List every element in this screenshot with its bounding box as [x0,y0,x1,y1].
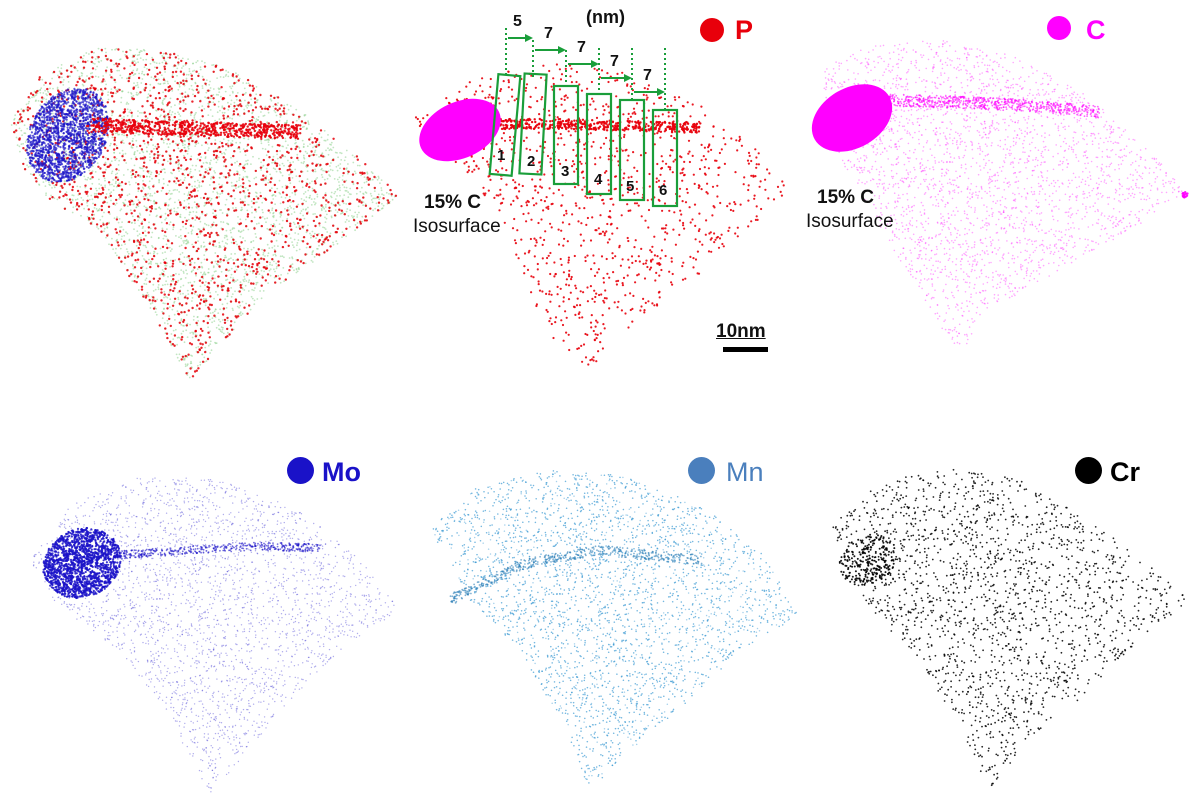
legend-label-cr: Cr [1110,459,1140,486]
cr-reconstruction [832,468,1185,787]
spacing-label-2: 7 [544,26,553,42]
legend-marker-c [1047,16,1071,40]
legend-marker-p [700,18,724,42]
box-label-6: 6 [659,183,667,198]
box-label-1: 1 [497,148,505,163]
legend-label-mo: Mo [322,459,361,486]
box-label-4: 4 [594,172,602,187]
c-reconstruction [811,40,1189,345]
isosurface-concentration-c: 15% C [817,188,874,207]
legend-label-mn: Mn [726,459,764,486]
analysis-box-1 [488,73,522,177]
spacing-label-3: 7 [577,40,586,56]
composition-profile-annotation [488,28,679,208]
isosurface-concentration-p: 15% C [424,193,481,212]
c-isosurface [811,84,893,152]
scale-bar-label: 10nm [716,322,766,341]
legend-label-c: C [1086,17,1106,44]
spacing-label-5: 7 [643,68,652,84]
isosurface-label-p: Isosurface [413,217,501,236]
spacing-arrow-head [591,60,599,68]
spacing-arrow-head [657,88,665,96]
legend-marker-mo [287,457,314,484]
box-label-3: 3 [561,164,569,179]
spacing-label-1: 5 [513,14,522,30]
box-label-5: 5 [626,179,634,194]
spacing-arrow-head [525,34,533,42]
spacing-arrow-head [558,46,566,54]
mn-reconstruction [432,470,797,784]
c-isosurface [419,98,501,162]
unit-label: (nm) [586,8,625,26]
box-label-2: 2 [527,154,535,169]
isosurface-label-c: Isosurface [806,212,894,231]
overlay-reconstruction [10,47,398,379]
spacing-label-4: 7 [610,54,619,70]
legend-marker-mn [688,457,715,484]
legend-marker-cr [1075,457,1102,484]
mo-reconstruction [32,477,395,793]
scale-bar [723,347,768,352]
spacing-arrow-head [624,74,632,82]
legend-label-p: P [735,17,753,44]
p-reconstruction [414,63,785,366]
analysis-box-2 [518,72,548,176]
